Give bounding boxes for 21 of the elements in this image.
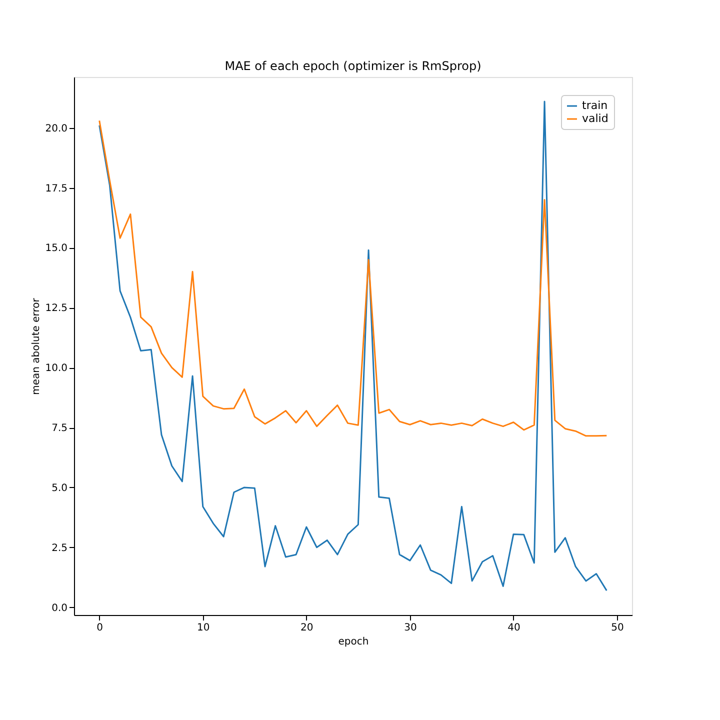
x-tick-label: 50 — [611, 622, 624, 634]
y-axis-title: mean abolute error — [31, 297, 42, 395]
y-tick-label: 5.0 — [52, 482, 68, 494]
legend-label: train — [582, 99, 608, 112]
y-tick-label: 10.0 — [45, 363, 68, 374]
y-tick-label: 15.0 — [45, 243, 68, 254]
legend-label: valid — [582, 112, 608, 125]
x-tick-label: 40 — [508, 622, 520, 634]
x-tick-label: 10 — [197, 622, 210, 634]
x-tick-label: 0 — [96, 622, 104, 634]
chart-title: MAE of each epoch (optimizer is RmSprop) — [224, 59, 482, 73]
y-tick-label: 20.0 — [45, 123, 68, 134]
x-tick-label: 20 — [300, 622, 314, 634]
y-tick-label: 0.0 — [52, 602, 68, 614]
x-axis-title: epoch — [338, 636, 369, 648]
y-tick-label: 17.5 — [45, 183, 68, 194]
y-tick-label: 2.5 — [52, 542, 68, 554]
line-series — [98, 100, 608, 592]
y-tick-label: 7.5 — [52, 423, 68, 434]
y-tick-label: 12.5 — [45, 303, 68, 314]
x-tick-label: 30 — [404, 622, 417, 634]
